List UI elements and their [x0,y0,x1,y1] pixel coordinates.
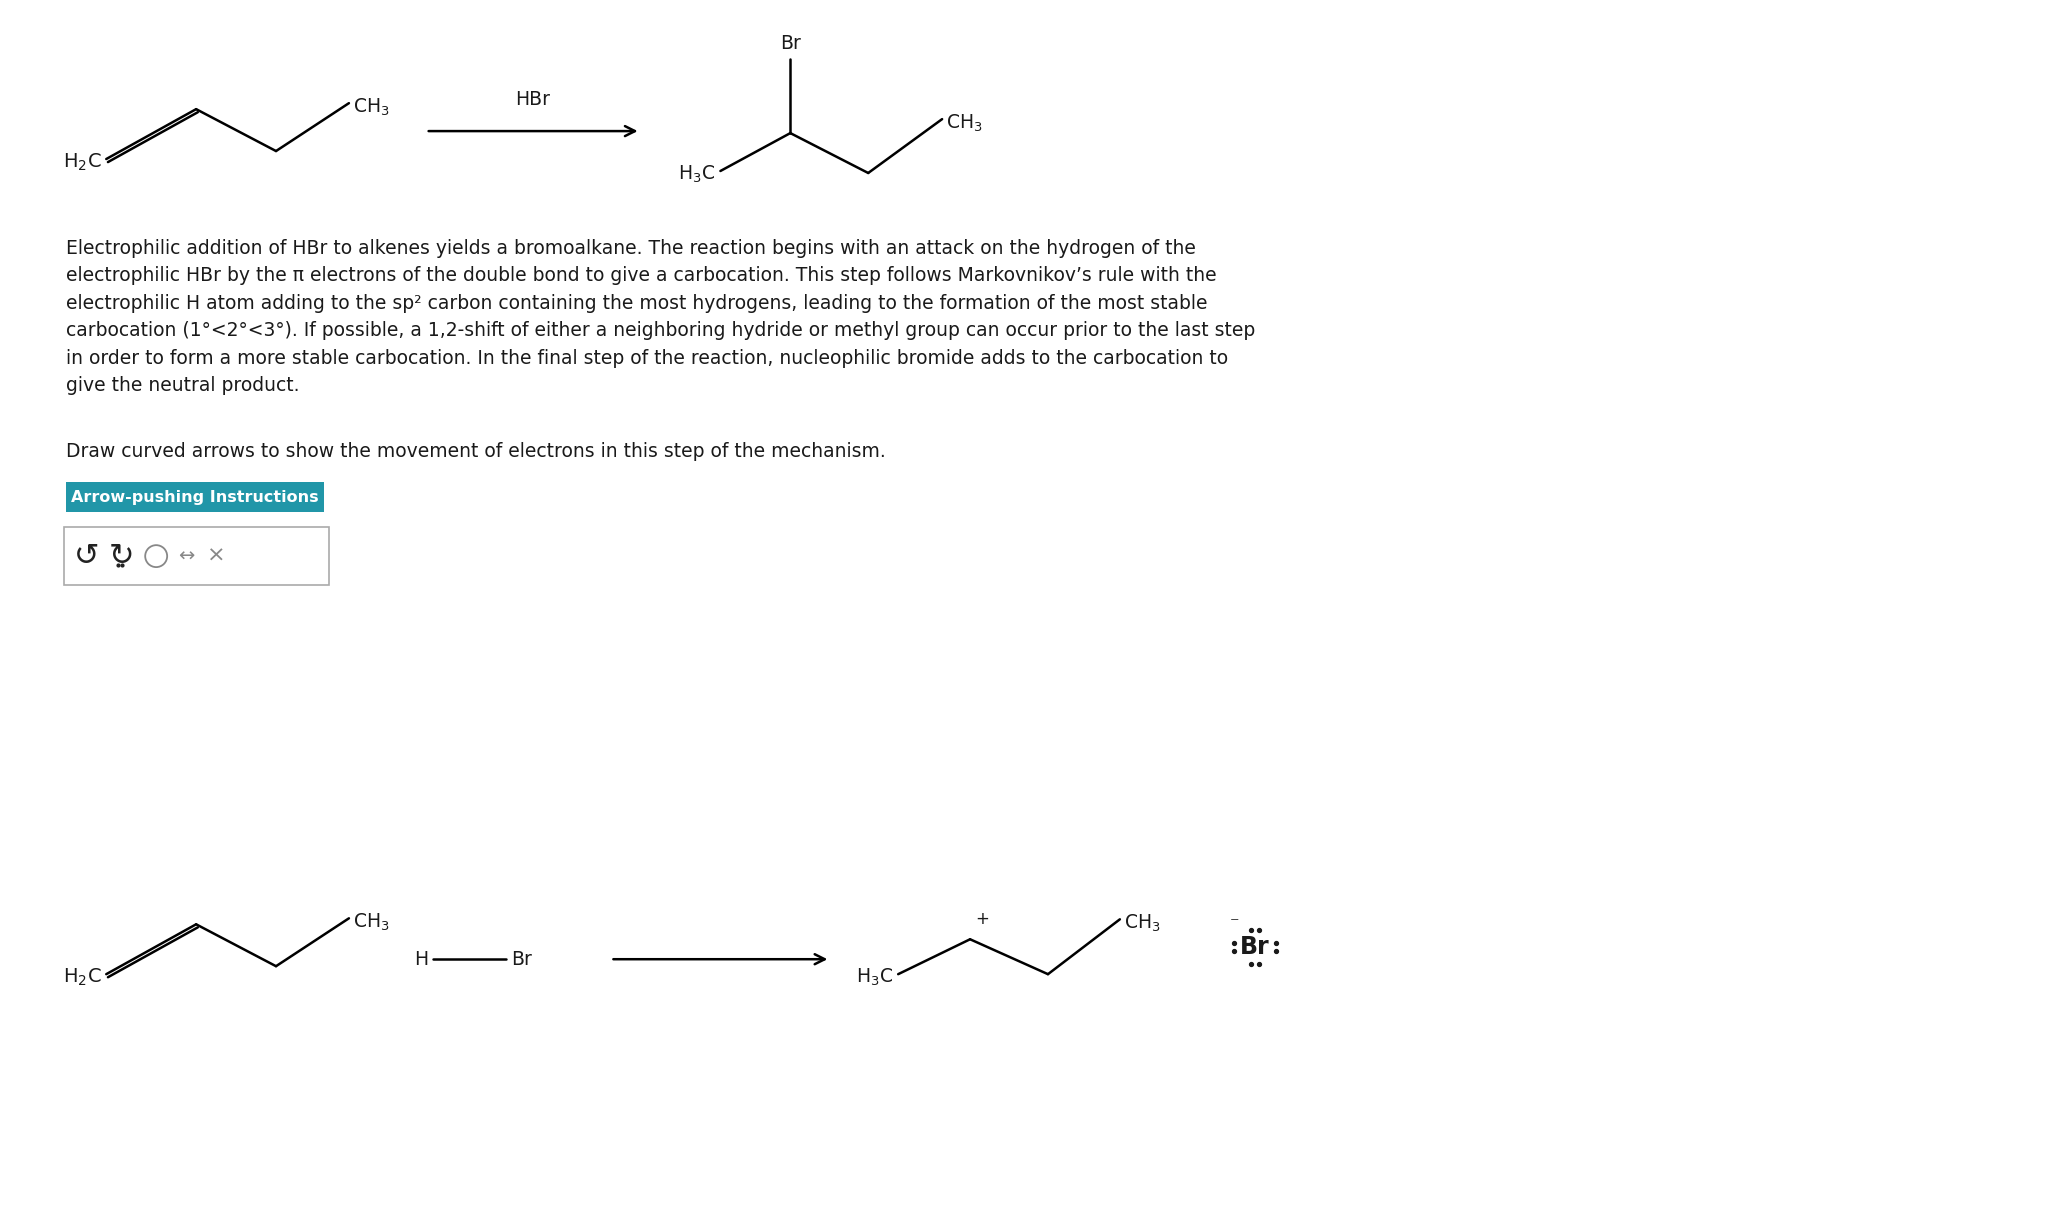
Text: ×: × [207,546,225,566]
Bar [63,528,329,585]
Text: Br: Br [512,950,532,968]
Text: CH$_3$: CH$_3$ [352,97,389,118]
Text: H: H [413,950,428,968]
Text: H$_2$C: H$_2$C [63,151,100,173]
Bar [65,482,323,512]
Text: electrophilic H atom adding to the sp² carbon containing the most hydrogens, lea: electrophilic H atom adding to the sp² c… [65,293,1207,313]
Text: ↺: ↺ [74,541,98,571]
Text: +: + [976,910,988,929]
Text: CH$_3$: CH$_3$ [945,113,982,134]
Text: H$_2$C: H$_2$C [63,967,100,988]
Text: Br: Br [1240,935,1269,960]
Text: Draw curved arrows to show the movement of electrons in this step of the mechani: Draw curved arrows to show the movement … [65,443,886,461]
Text: H$_3$C: H$_3$C [677,163,716,184]
Text: CH$_3$: CH$_3$ [1123,913,1160,934]
Text: ↔: ↔ [178,547,194,566]
Text: HBr: HBr [516,90,550,109]
Text: in order to form a more stable carbocation. In the final step of the reaction, n: in order to form a more stable carbocati… [65,348,1228,368]
Text: Arrow-pushing Instructions: Arrow-pushing Instructions [72,490,319,504]
Text: ⁻: ⁻ [1230,915,1240,934]
Text: Br: Br [780,34,800,53]
Text: H$_3$C: H$_3$C [855,967,894,988]
Text: give the neutral product.: give the neutral product. [65,375,301,395]
Text: ↻: ↻ [108,541,133,571]
Text: Electrophilic addition of HBr to alkenes yields a bromoalkane. The reaction begi: Electrophilic addition of HBr to alkenes… [65,239,1197,258]
Text: electrophilic HBr by the π electrons of the double bond to give a carbocation. T: electrophilic HBr by the π electrons of … [65,266,1217,286]
Text: CH$_3$: CH$_3$ [352,912,389,933]
Text: carbocation (1°<2°<3°). If possible, a 1,2-shift of either a neighboring hydride: carbocation (1°<2°<3°). If possible, a 1… [65,321,1256,340]
